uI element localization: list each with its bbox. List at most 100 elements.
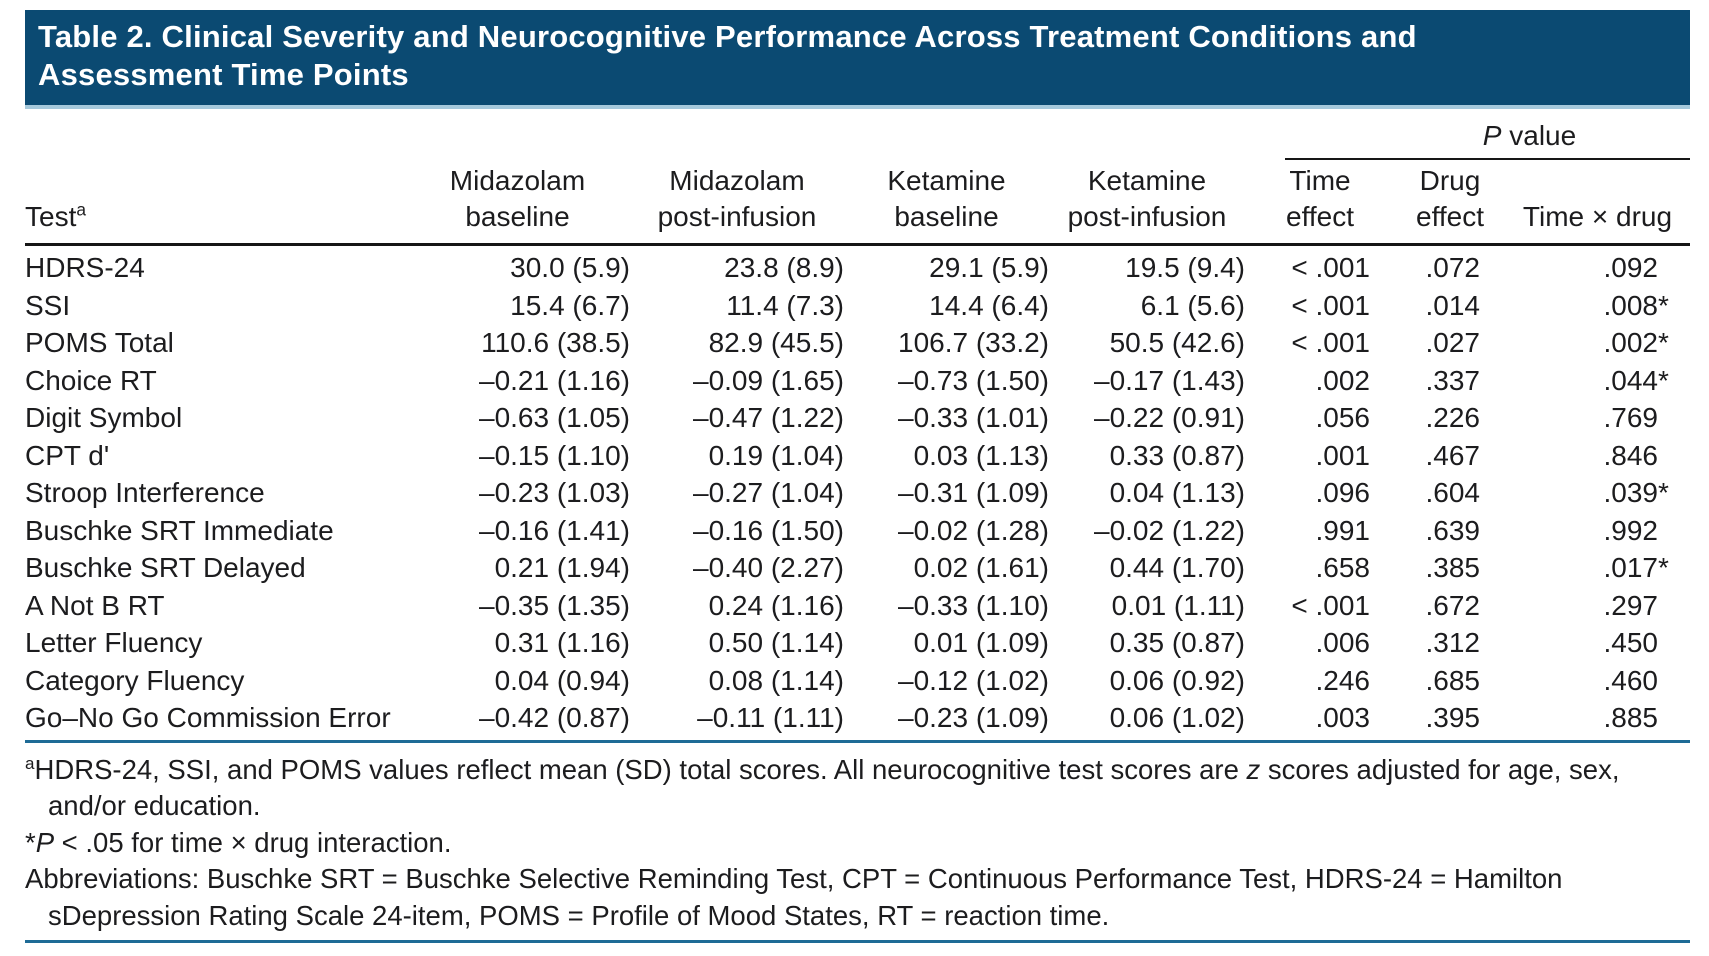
cell-k-post: 19.5 (9.4): [1125, 252, 1245, 283]
cell-time-x-drug: .769: [1505, 399, 1690, 437]
significance-star: [1658, 399, 1676, 437]
table-title-line1: Table 2. Clinical Severity and Neurocogn…: [38, 19, 1417, 54]
cell-time-effect: < .001: [1291, 289, 1370, 321]
significance-star: [1658, 587, 1676, 625]
cell-time-effect: .658: [1315, 552, 1371, 583]
cell-test-name: Digit Symbol: [25, 402, 183, 433]
cell-m-post: –0.27 (1.04): [693, 477, 844, 508]
cell-time-x-drug: .039 *: [1505, 474, 1690, 512]
cell-m-base: –0.42 (0.87): [479, 702, 630, 733]
p-value: .017: [1603, 552, 1659, 583]
cell-k-base: –0.02 (1.28): [898, 514, 1049, 546]
cell-m-base: –0.16 (1.41): [479, 514, 630, 546]
cell-time-x-drug: .885: [1505, 699, 1690, 737]
significance-star: [1658, 624, 1676, 662]
cell-time-x-drug: .002 *: [1505, 324, 1690, 362]
cell-time-effect: < .001: [1291, 252, 1370, 283]
footnote-abbreviations-line2: sDepression Rating Scale 24-item, POMS =…: [48, 899, 1110, 931]
table-row: POMS Total 110.6 (38.5) 82.9 (45.5) 106.7 (…: [25, 324, 1690, 362]
cell-time-x-drug: .092: [1505, 249, 1690, 287]
col-header-test: Testa: [25, 199, 405, 235]
cell-time-x-drug: .992: [1505, 512, 1690, 550]
p-value: .885: [1603, 702, 1659, 733]
table-title-line2: Assessment Time Points: [38, 57, 409, 92]
p-value: .092: [1603, 252, 1659, 283]
cell-m-base: –0.63 (1.05): [479, 402, 630, 433]
cell-k-base: –0.73 (1.50): [898, 364, 1049, 396]
cell-k-post: 50.5 (42.6): [1109, 327, 1245, 358]
header-line2: baseline: [894, 201, 999, 232]
table-row: Go–No Go Commission Error –0.42 (0.87) –0.…: [25, 699, 1690, 737]
cell-test-name: Category Fluency: [25, 664, 245, 696]
p-value-group-header: P value: [1285, 115, 1690, 160]
footnote-a-z: z: [1246, 753, 1261, 785]
cell-test-name: HDRS-24: [25, 252, 145, 283]
table: P value Testa Midazolam baseline Midazol…: [25, 115, 1690, 943]
cell-drug-effect: .014: [1425, 289, 1481, 321]
cell-k-post: –0.02 (1.22): [1094, 514, 1245, 546]
header-line2: Time × drug: [1522, 201, 1673, 232]
cell-m-base: 0.21 (1.94): [494, 552, 630, 583]
p-value-spanner-row: P value: [25, 115, 1690, 160]
p-value: .460: [1603, 664, 1659, 696]
cell-drug-effect: .312: [1425, 627, 1481, 658]
cell-m-post: 82.9 (45.5): [708, 327, 844, 358]
p-value: .039: [1603, 477, 1659, 508]
significance-star: *: [1658, 364, 1669, 396]
figure-bottom-rule: [25, 940, 1690, 943]
significance-star: *: [1658, 477, 1669, 508]
header-line1: Drug: [1419, 165, 1481, 196]
cell-m-base: 0.04 (0.94): [494, 664, 630, 696]
table-row: Buschke SRT Immediate –0.16 (1.41) –0.16 (…: [25, 512, 1690, 550]
cell-k-base: –0.33 (1.10): [898, 589, 1049, 621]
header-line2: effect: [1286, 201, 1354, 232]
footnote-star-marker: *: [25, 826, 36, 858]
header-line1: Time: [1289, 165, 1351, 196]
footnote-a-line2: and/or education.: [48, 790, 261, 821]
cell-drug-effect: .226: [1425, 402, 1481, 433]
cell-test-name: POMS Total: [25, 327, 174, 358]
significance-star: [1658, 662, 1676, 700]
cell-m-post: –0.11 (1.11): [697, 702, 844, 733]
cell-drug-effect: .467: [1425, 439, 1481, 471]
p-value: .008: [1603, 289, 1659, 321]
cell-drug-effect: .672: [1425, 589, 1481, 621]
cell-test-name: CPT d': [25, 439, 110, 471]
header-line1: Ketamine: [1087, 165, 1207, 196]
cell-drug-effect: .072: [1425, 252, 1481, 283]
cell-k-post: 6.1 (5.6): [1140, 289, 1245, 321]
footnote-star: *P < .05 for time × drug interaction.: [25, 825, 1690, 862]
col-header-time-x-drug: Time × drug: [1505, 199, 1690, 235]
footnote-a-text: HDRS-24, SSI, and POMS values reflect me…: [34, 753, 1247, 785]
cell-test-name: Buschke SRT Immediate: [25, 514, 334, 546]
cell-time-x-drug: .846: [1505, 437, 1690, 475]
column-header-row: Testa Midazolam baseline Midazolam post-…: [25, 160, 1690, 243]
cell-k-base: –0.33 (1.01): [898, 402, 1049, 433]
cell-drug-effect: .604: [1425, 477, 1481, 508]
p-value: .297: [1603, 589, 1659, 621]
col-header-drug-effect: Drug effect: [1395, 163, 1505, 235]
header-line2: baseline: [465, 201, 570, 232]
cell-time-effect: .006: [1315, 627, 1371, 658]
p-value: .044: [1603, 364, 1659, 396]
cell-k-post: 0.33 (0.87): [1109, 439, 1245, 471]
cell-drug-effect: .027: [1425, 327, 1481, 358]
table-row: Digit Symbol –0.63 (1.05) –0.47 (1.22) –0.3…: [25, 399, 1690, 437]
cell-k-base: 0.01 (1.09): [913, 627, 1049, 658]
cell-drug-effect: .639: [1425, 514, 1481, 546]
significance-star: *: [1658, 552, 1669, 583]
cell-m-post: 0.50 (1.14): [708, 627, 844, 658]
footnote-a-text2: scores adjusted for age, sex,: [1260, 753, 1620, 785]
footnote-star-text: < .05 for time × drug interaction.: [54, 826, 452, 858]
cell-m-base: –0.23 (1.03): [479, 477, 630, 508]
cell-time-effect: .003: [1315, 702, 1371, 733]
cell-test-name: Choice RT: [25, 364, 157, 396]
p-value: .846: [1603, 439, 1659, 471]
cell-time-x-drug: .017 *: [1505, 549, 1690, 587]
cell-m-post: 0.24 (1.16): [708, 589, 844, 621]
cell-m-base: –0.35 (1.35): [479, 589, 630, 621]
cell-m-post: 23.8 (8.9): [724, 252, 844, 283]
header-line1: Midazolam: [449, 165, 586, 196]
cell-k-post: –0.22 (0.91): [1094, 402, 1245, 433]
cell-m-post: –0.47 (1.22): [693, 402, 844, 433]
